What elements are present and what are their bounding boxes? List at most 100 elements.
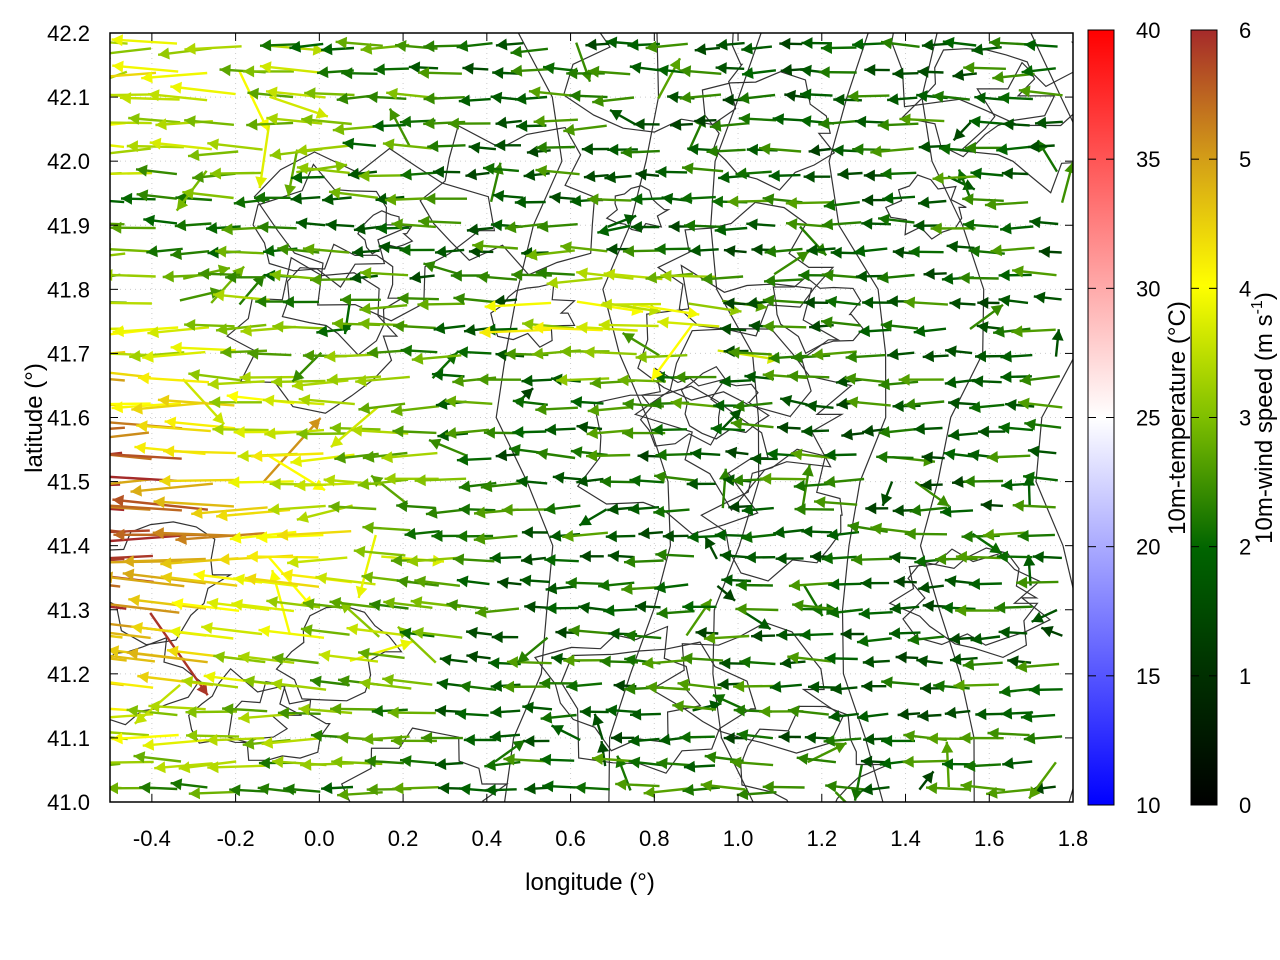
wind-vector-head bbox=[495, 349, 507, 361]
wind-vector-head bbox=[510, 64, 523, 77]
terrain-contour-line bbox=[919, 33, 985, 802]
wind-vector-head bbox=[209, 167, 221, 180]
wind-vector-head bbox=[506, 656, 518, 669]
wind-vector-head bbox=[545, 602, 557, 615]
wind-vector-head bbox=[414, 474, 426, 487]
wind-vector-head bbox=[766, 448, 778, 461]
wind-vector-head bbox=[971, 43, 984, 56]
wind-vector-head bbox=[860, 577, 872, 590]
terrain-contour-line bbox=[562, 33, 744, 133]
wind-vector-head bbox=[961, 530, 973, 543]
wind-vector-head bbox=[503, 680, 515, 693]
wind-vector-head bbox=[779, 37, 791, 50]
wind-vector-head bbox=[445, 427, 457, 439]
wind-vector-head bbox=[207, 246, 219, 259]
wind-vector-head bbox=[787, 705, 800, 718]
wind-vector-head bbox=[99, 556, 110, 568]
wind-vector-head bbox=[1000, 222, 1012, 235]
wind-vector-shaft bbox=[110, 478, 152, 485]
wind-vector-head bbox=[741, 531, 753, 543]
wind-vector-head bbox=[133, 751, 146, 764]
wind-vector-head bbox=[899, 113, 911, 126]
wind-vector-shaft bbox=[191, 506, 268, 516]
wind-vector-head bbox=[203, 671, 216, 684]
wind-vector-head bbox=[907, 633, 920, 646]
wind-vector-head bbox=[220, 346, 232, 359]
wind-vector-head bbox=[239, 371, 251, 384]
wind-vector-head bbox=[92, 348, 103, 360]
wind-vector-shaft bbox=[251, 452, 324, 458]
wind-vector-head bbox=[784, 89, 796, 102]
wind-vector-head bbox=[762, 320, 774, 333]
wind-vector-head bbox=[476, 271, 489, 284]
wind-vector-head bbox=[778, 730, 790, 743]
wind-vector-head bbox=[126, 140, 138, 153]
y-tick-label: 41.5 bbox=[47, 470, 90, 495]
wind-vector-head bbox=[269, 269, 282, 282]
wind-vector-head bbox=[744, 551, 756, 564]
wind-vector-head bbox=[787, 370, 799, 383]
wind-vector-head bbox=[586, 427, 598, 440]
wind-speed-colorbar-label: 10m-wind speed (m s-1) bbox=[1249, 292, 1278, 544]
wind-vector-head bbox=[862, 296, 874, 309]
wind-vector-head bbox=[111, 401, 123, 414]
wind-vector-head bbox=[994, 601, 1006, 614]
wind-vector-head bbox=[877, 119, 889, 131]
wind-vector-head bbox=[768, 351, 780, 364]
wind-vector-head bbox=[881, 493, 893, 506]
wind-vector-shaft bbox=[110, 504, 182, 512]
wind-vector-head bbox=[509, 444, 521, 456]
x-tick-label: 1.8 bbox=[1058, 826, 1089, 851]
wind-vector-head bbox=[655, 548, 667, 561]
wind-vector-head bbox=[406, 554, 419, 567]
wind-vector-head bbox=[310, 273, 321, 286]
wind-vector-head bbox=[683, 219, 696, 232]
terrain-contour-line bbox=[605, 185, 671, 233]
wind-vector-head bbox=[28, 571, 40, 583]
wind-vector-head bbox=[583, 346, 595, 359]
wind-vector-head bbox=[932, 172, 944, 185]
wind-vector-shaft bbox=[131, 401, 207, 411]
wind-vector-head bbox=[504, 348, 516, 361]
wind-vector-head bbox=[725, 446, 738, 459]
wind-vector-head bbox=[713, 399, 725, 412]
wind-vector-head bbox=[332, 317, 344, 330]
wind-vector-head bbox=[723, 474, 735, 487]
wind-vector-head bbox=[723, 297, 735, 310]
wind-vector-head bbox=[622, 333, 636, 344]
wind-vector-head bbox=[878, 426, 891, 438]
wind-vector-head bbox=[624, 629, 636, 642]
wind-vector-shaft bbox=[110, 301, 152, 305]
wind-vector-head bbox=[960, 780, 973, 793]
wind-vector-head bbox=[793, 479, 806, 492]
wind-vector-head bbox=[903, 296, 916, 309]
wind-vector-shaft bbox=[110, 603, 180, 614]
wind-vector-head bbox=[480, 480, 493, 493]
wind-vector-head bbox=[408, 61, 421, 74]
wind-vector-head bbox=[944, 575, 957, 588]
colorbar-tick-label: 1 bbox=[1239, 664, 1251, 689]
wind-vector-head bbox=[494, 139, 506, 152]
wind-vector-head bbox=[126, 647, 139, 660]
wind-vector-head bbox=[137, 372, 150, 385]
wind-vector-head bbox=[862, 655, 875, 668]
colorbar-tick-label: 35 bbox=[1136, 147, 1160, 172]
wind-vector-head bbox=[76, 647, 88, 659]
terrain-contour-line bbox=[637, 264, 841, 418]
wind-vector-head bbox=[880, 167, 892, 180]
wind-vector-head bbox=[630, 708, 642, 721]
wind-vector-head bbox=[437, 429, 449, 442]
wind-vector-head bbox=[889, 627, 901, 640]
wind-vector-head bbox=[597, 224, 610, 237]
wind-vector-head bbox=[539, 753, 552, 766]
wind-vector-head bbox=[1028, 683, 1040, 696]
wind-vector-head bbox=[431, 368, 444, 381]
wind-vector-head bbox=[955, 604, 967, 617]
wind-vector-head bbox=[568, 624, 580, 637]
wind-vector-head bbox=[727, 195, 739, 208]
wind-vector-shaft bbox=[110, 554, 153, 560]
wind-vector-shaft bbox=[110, 529, 150, 534]
wind-vector-head bbox=[803, 296, 815, 309]
wind-vector-head bbox=[1015, 660, 1028, 673]
wind-vector-head bbox=[746, 143, 758, 156]
